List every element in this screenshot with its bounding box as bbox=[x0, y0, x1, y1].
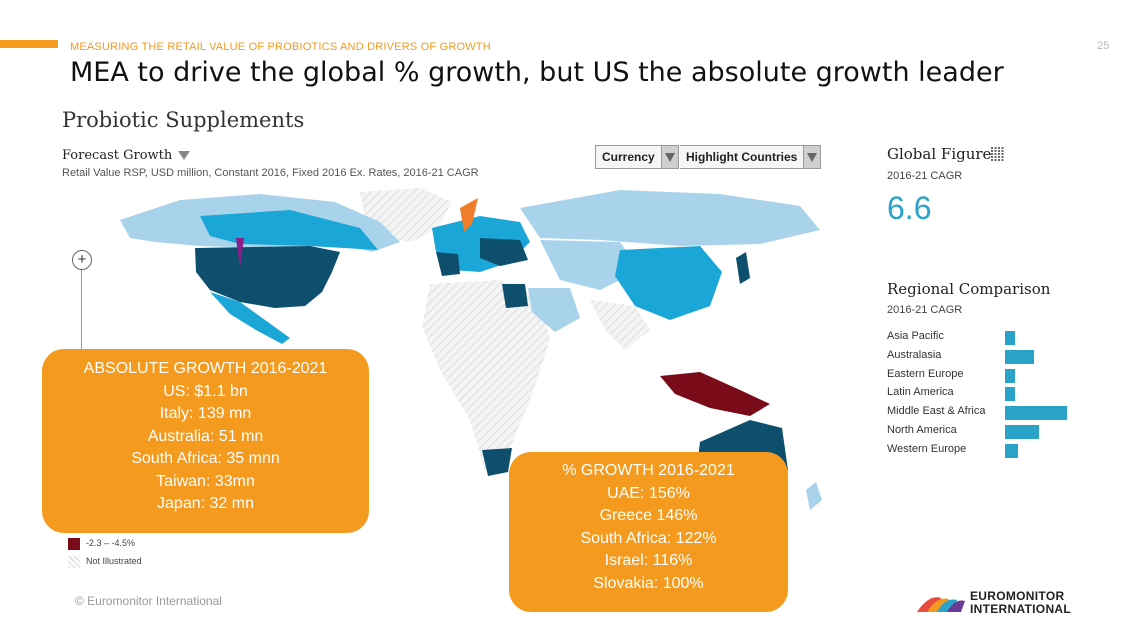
region-bar[interactable] bbox=[1005, 387, 1015, 402]
logo-line-2: INTERNATIONAL bbox=[970, 602, 1072, 616]
highlight-countries-label: Highlight Countries bbox=[686, 150, 798, 164]
logo-wordmark: EUROMONITOR INTERNATIONAL bbox=[970, 590, 1071, 616]
callout-line: Slovakia: 100% bbox=[593, 574, 704, 592]
page-number: 25 bbox=[1097, 40, 1110, 52]
callout-line: Japan: 32 mn bbox=[157, 495, 254, 512]
map-mexico[interactable] bbox=[210, 292, 290, 344]
global-figure-title: Global Figure bbox=[887, 145, 992, 163]
region-label: Eastern Europe bbox=[887, 367, 964, 380]
panel-subtitle: Retail Value RSP, USD million, Constant … bbox=[62, 167, 479, 179]
region-label: Asia Pacific bbox=[887, 330, 944, 342]
region-bar[interactable] bbox=[1005, 368, 1015, 383]
euromonitor-logo-icon bbox=[917, 597, 965, 612]
absolute-growth-callout: ABSOLUTE GROWTH 2016-2021 US: $1.1 bn It… bbox=[42, 349, 369, 533]
callout-line: South Africa: 35 mnn bbox=[131, 450, 280, 467]
regional-comparison-title: Regional Comparison bbox=[887, 280, 1051, 298]
percent-growth-callout: % GROWTH 2016-2021 UAE: 156% Greece 146%… bbox=[509, 452, 788, 612]
legend-swatch-decline bbox=[68, 538, 80, 550]
map-middle-east[interactable] bbox=[528, 288, 580, 332]
map-south-asia[interactable] bbox=[590, 300, 650, 350]
map-africa[interactable] bbox=[422, 280, 550, 470]
forecast-growth-dropdown[interactable]: Forecast Growth bbox=[62, 148, 191, 163]
callout-line: UAE: 156% bbox=[607, 484, 690, 502]
logo-line-1: EUROMONITOR bbox=[970, 589, 1065, 603]
legend-label-not-illustrated: Not Illustrated bbox=[86, 556, 142, 566]
region-label: Western Europe bbox=[887, 442, 967, 455]
region-label: Latin America bbox=[887, 386, 954, 399]
map-us-highlight[interactable] bbox=[236, 238, 244, 268]
percent-growth-title: % GROWTH 2016-2021 bbox=[562, 462, 735, 479]
callout-line: Italy: 139 mn bbox=[159, 405, 252, 422]
currency-dropdown[interactable]: Currency bbox=[595, 145, 679, 169]
region-label: North America bbox=[887, 424, 957, 436]
global-period: 2016-21 CAGR bbox=[887, 170, 963, 182]
chevron-down-icon bbox=[803, 146, 821, 168]
zoom-control[interactable]: + bbox=[72, 250, 92, 350]
map-south-africa[interactable] bbox=[482, 448, 512, 476]
callout-line: Australia: 51 mn bbox=[147, 427, 264, 445]
legend-swatch-not-illustrated bbox=[68, 556, 80, 568]
chevron-down-icon bbox=[660, 146, 678, 168]
map-china[interactable] bbox=[615, 246, 722, 320]
forecast-growth-label: Forecast Growth bbox=[62, 148, 173, 163]
world-map[interactable] bbox=[60, 180, 860, 560]
caret-down-icon bbox=[178, 151, 191, 160]
zoom-slider-track[interactable] bbox=[81, 270, 82, 350]
region-bar[interactable] bbox=[1005, 443, 1018, 458]
absolute-growth-title: ABSOLUTE GROWTH 2016-2021 bbox=[83, 360, 328, 377]
map-new-zealand[interactable] bbox=[806, 482, 822, 510]
map-russia[interactable] bbox=[520, 190, 820, 246]
map-usa[interactable] bbox=[195, 246, 340, 308]
highlight-countries-dropdown[interactable]: Highlight Countries bbox=[680, 145, 822, 169]
callout-line: South Africa: 122% bbox=[580, 529, 717, 547]
callout-line: US: $1.1 bn bbox=[163, 382, 248, 400]
panel-title: Probiotic Supplements bbox=[62, 108, 305, 132]
map-egypt[interactable] bbox=[502, 284, 528, 308]
map-canada-east[interactable] bbox=[200, 210, 378, 250]
zoom-in-icon[interactable]: + bbox=[72, 250, 92, 270]
region-bar[interactable] bbox=[1005, 425, 1039, 439]
copyright: © Euromonitor International bbox=[75, 594, 222, 608]
region-bar[interactable] bbox=[1005, 349, 1034, 364]
accent-bar bbox=[0, 40, 58, 48]
slide-headline: MEA to drive the global % growth, but US… bbox=[70, 57, 1004, 88]
callout-line: Israel: 116% bbox=[604, 552, 693, 569]
region-label: Australasia bbox=[887, 348, 942, 361]
map-western-europe-dark[interactable] bbox=[436, 252, 460, 276]
section-kicker: MEASURING THE RETAIL VALUE OF PROBIOTICS… bbox=[70, 41, 491, 53]
region-bar[interactable] bbox=[1005, 406, 1067, 421]
region-label: Middle East & Africa bbox=[887, 405, 986, 418]
map-central-asia[interactable] bbox=[540, 240, 640, 290]
grid-icon[interactable] bbox=[991, 147, 1004, 162]
legend-label-decline: -2.3 – -4.5% bbox=[86, 538, 136, 548]
map-japan[interactable] bbox=[736, 252, 750, 284]
map-nordics[interactable] bbox=[460, 198, 478, 232]
callout-line: Taiwan: 33mn bbox=[156, 472, 255, 490]
region-bar[interactable] bbox=[1005, 331, 1015, 345]
callout-line: Greece 146% bbox=[599, 507, 698, 524]
currency-label: Currency bbox=[602, 150, 655, 164]
global-value: 6.6 bbox=[887, 190, 932, 226]
regional-period: 2016-21 CAGR bbox=[887, 304, 963, 316]
map-southeast-asia[interactable] bbox=[660, 372, 770, 416]
map-eastern-europe[interactable] bbox=[480, 238, 528, 266]
